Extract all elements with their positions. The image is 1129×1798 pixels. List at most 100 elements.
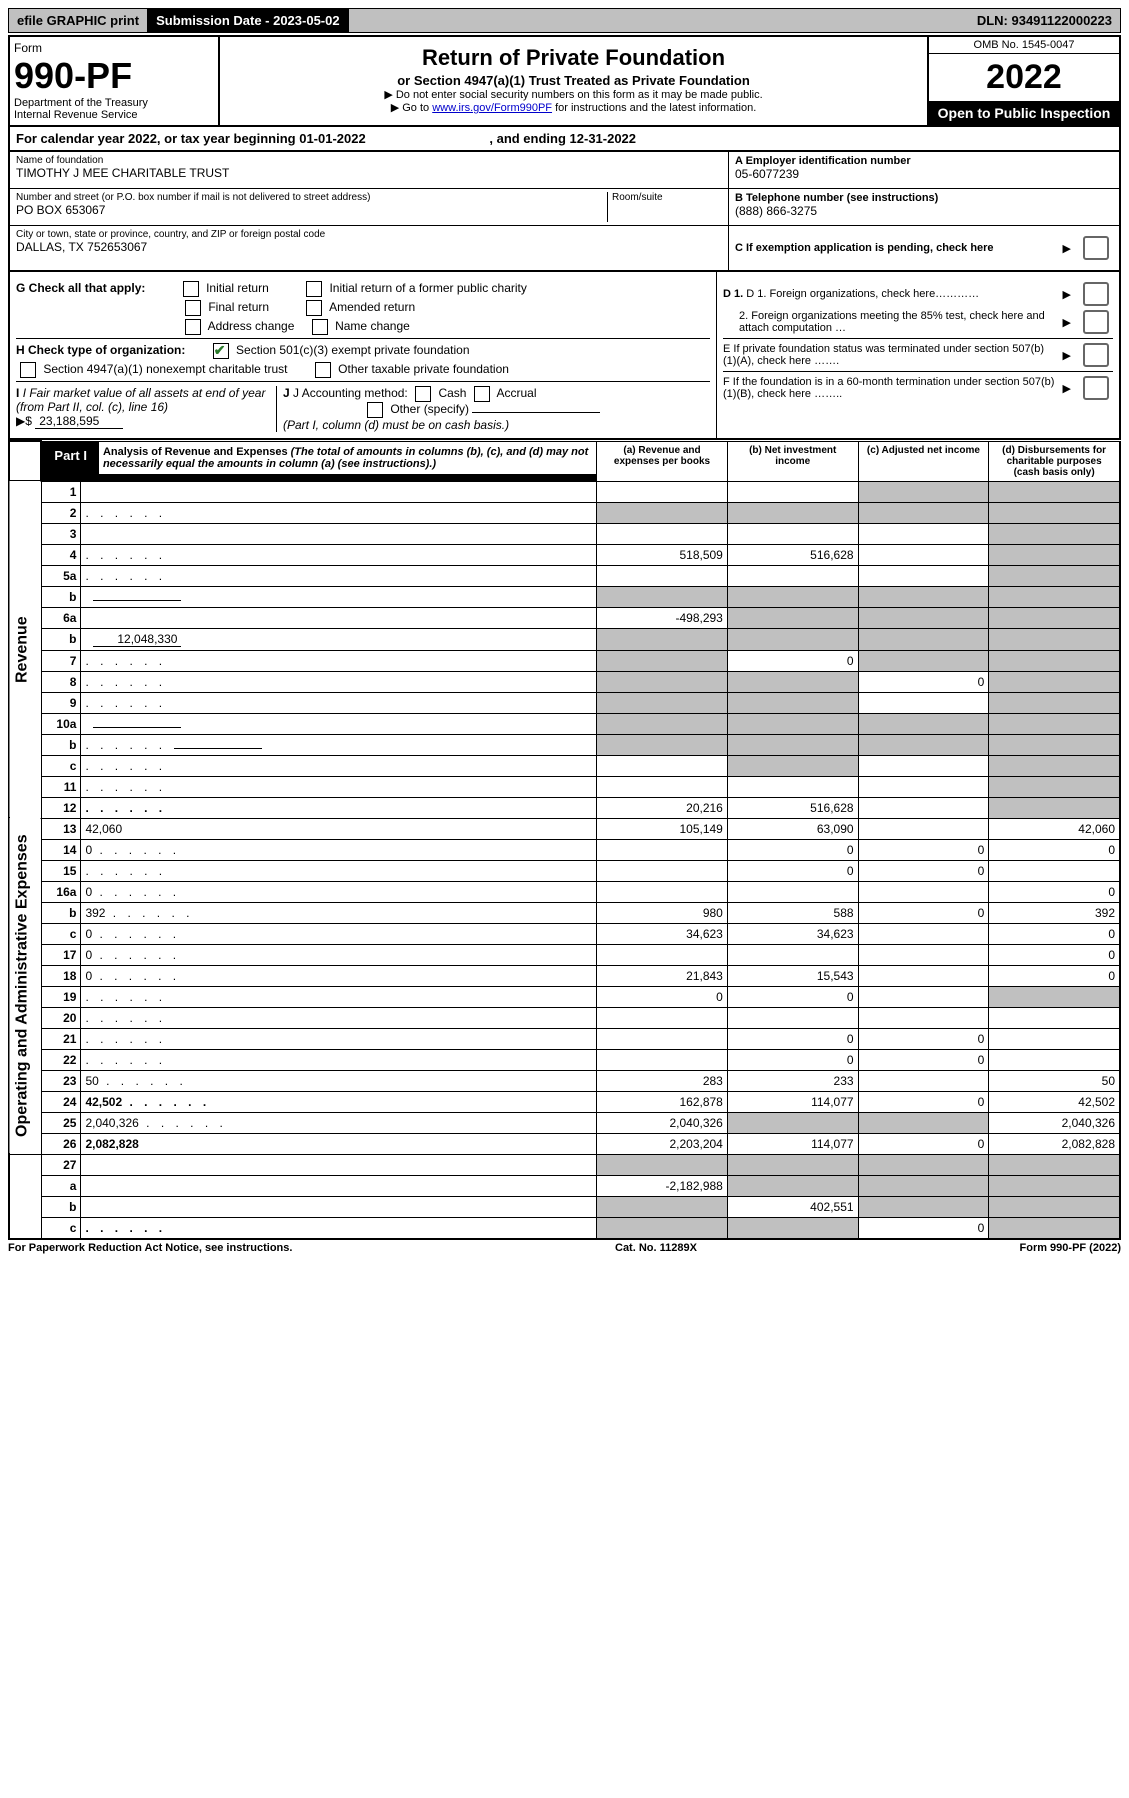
table-row: 22 . . . . . .00 xyxy=(9,1049,1120,1070)
arrow-icon: ▶ xyxy=(1063,349,1071,362)
cell-d xyxy=(989,650,1120,671)
cell-c xyxy=(858,650,989,671)
cell-a: 34,623 xyxy=(597,923,728,944)
cell-b: 114,077 xyxy=(727,1133,858,1154)
g-initial-public-checkbox[interactable] xyxy=(306,281,322,297)
h-4947-checkbox[interactable] xyxy=(20,362,36,378)
cell-d: 0 xyxy=(989,965,1120,986)
g-initial-checkbox[interactable] xyxy=(183,281,199,297)
j-other-checkbox[interactable] xyxy=(367,402,383,418)
cell-a xyxy=(597,628,728,650)
addr-field: Number and street (or P.O. box number if… xyxy=(10,189,728,226)
j-other: Other (specify) xyxy=(390,402,469,416)
line-number: 13 xyxy=(41,818,81,839)
footer-center: Cat. No. 11289X xyxy=(615,1242,697,1254)
name-label: Name of foundation xyxy=(16,155,722,166)
table-row: b xyxy=(9,586,1120,607)
cell-c xyxy=(858,713,989,734)
cell-c: 0 xyxy=(858,902,989,923)
table-row: 3 xyxy=(9,523,1120,544)
cell-b: 114,077 xyxy=(727,1091,858,1112)
e-checkbox[interactable] xyxy=(1083,343,1109,367)
form-header: Form 990-PF Department of the Treasury I… xyxy=(8,35,1121,127)
cell-c xyxy=(858,944,989,965)
table-row: 21 . . . . . .00 xyxy=(9,1028,1120,1049)
table-row: 6a-498,293 xyxy=(9,607,1120,628)
table-row: 2 . . . . . . xyxy=(9,502,1120,523)
line-desc xyxy=(81,607,597,628)
f-checkbox[interactable] xyxy=(1083,376,1109,400)
cell-a xyxy=(597,1007,728,1028)
cell-a: 2,203,204 xyxy=(597,1133,728,1154)
calendar-year-row: For calendar year 2022, or tax year begi… xyxy=(8,127,1121,152)
line-desc: . . . . . . xyxy=(81,1217,597,1239)
cell-c xyxy=(858,965,989,986)
cell-d xyxy=(989,671,1120,692)
cell-a xyxy=(597,481,728,502)
g-amended-checkbox[interactable] xyxy=(306,300,322,316)
table-row: Revenue1 xyxy=(9,481,1120,502)
phone-label: B Telephone number (see instructions) xyxy=(735,192,1113,204)
j-other-input[interactable] xyxy=(472,412,600,413)
c-checkbox[interactable] xyxy=(1083,236,1109,260)
line-number: c xyxy=(41,755,81,776)
j-accrual-checkbox[interactable] xyxy=(474,386,490,402)
cell-b xyxy=(727,481,858,502)
line-number: 19 xyxy=(41,986,81,1007)
tax-year: 2022 xyxy=(929,54,1119,101)
h-other-checkbox[interactable] xyxy=(315,362,331,378)
cell-d xyxy=(989,1196,1120,1217)
h-501c3-checkbox[interactable] xyxy=(213,343,229,359)
line-number: 7 xyxy=(41,650,81,671)
line-desc: 2,082,828 xyxy=(81,1133,597,1154)
cal-begin: For calendar year 2022, or tax year begi… xyxy=(16,131,366,146)
table-row: 9 . . . . . . xyxy=(9,692,1120,713)
cell-b: 402,551 xyxy=(727,1196,858,1217)
d1-checkbox[interactable] xyxy=(1083,282,1109,306)
cell-c xyxy=(858,986,989,1007)
cell-c xyxy=(858,586,989,607)
d2-checkbox[interactable] xyxy=(1083,310,1109,334)
j-cash-checkbox[interactable] xyxy=(415,386,431,402)
inline-value xyxy=(93,727,181,728)
table-row: Operating and Administrative Expenses134… xyxy=(9,818,1120,839)
table-row: 7 . . . . . .0 xyxy=(9,650,1120,671)
cell-a xyxy=(597,565,728,586)
g-address-checkbox[interactable] xyxy=(185,319,201,335)
cell-d xyxy=(989,481,1120,502)
i-value: 23,188,595 xyxy=(35,414,123,429)
d2-label: 2. Foreign organizations meeting the 85%… xyxy=(723,310,1055,334)
cell-b xyxy=(727,1154,858,1175)
cell-b xyxy=(727,944,858,965)
city-label: City or town, state or province, country… xyxy=(16,229,722,240)
i-prefix: ▶$ xyxy=(16,414,35,428)
cell-c xyxy=(858,481,989,502)
cell-a xyxy=(597,502,728,523)
cell-b: 0 xyxy=(727,986,858,1007)
line-desc: . . . . . . xyxy=(81,544,597,565)
part1-title: Analysis of Revenue and Expenses xyxy=(103,446,288,458)
h-label: H Check type of organization: xyxy=(16,343,185,357)
cell-c: 0 xyxy=(858,1028,989,1049)
g-final-checkbox[interactable] xyxy=(185,300,201,316)
form-note1: ▶ Do not enter social security numbers o… xyxy=(226,88,921,101)
line-number: 16a xyxy=(41,881,81,902)
line-number: 21 xyxy=(41,1028,81,1049)
line-number: 4 xyxy=(41,544,81,565)
cell-c: 0 xyxy=(858,1049,989,1070)
col-a-header: (a) Revenue and expenses per books xyxy=(597,441,728,481)
line-number: c xyxy=(41,923,81,944)
col-b-header: (b) Net investment income xyxy=(727,441,858,481)
cell-a xyxy=(597,1049,728,1070)
table-row: 2350 . . . . . .28323350 xyxy=(9,1070,1120,1091)
cell-b: 516,628 xyxy=(727,797,858,818)
cell-a xyxy=(597,1154,728,1175)
cell-d xyxy=(989,986,1120,1007)
addr-label: Number and street (or P.O. box number if… xyxy=(16,192,607,203)
form990pf-link[interactable]: www.irs.gov/Form990PF xyxy=(432,102,552,114)
line-desc: 12,048,330 xyxy=(81,628,597,650)
footer-right: Form 990-PF (2022) xyxy=(1020,1242,1121,1254)
g-name-checkbox[interactable] xyxy=(312,319,328,335)
cell-d xyxy=(989,586,1120,607)
cell-d: 42,060 xyxy=(989,818,1120,839)
